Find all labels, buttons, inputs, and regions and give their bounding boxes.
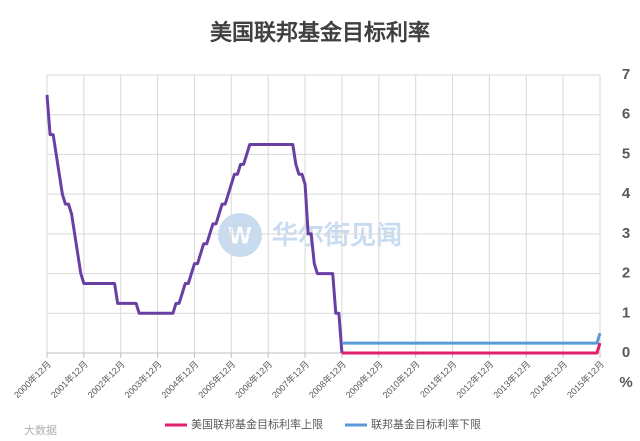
y-axis-unit: % bbox=[619, 374, 632, 391]
y-tick-label: 1 bbox=[622, 304, 630, 321]
watermark-logo bbox=[218, 213, 262, 257]
watermark-logo-letter: W bbox=[229, 222, 252, 249]
y-tick-label: 0 bbox=[622, 344, 630, 361]
y-tick-label: 4 bbox=[622, 185, 631, 202]
y-tick-label: 7 bbox=[622, 66, 630, 83]
legend-label: 联邦基金目标利率下限 bbox=[371, 417, 481, 431]
y-tick-label: 6 bbox=[622, 106, 630, 123]
series-line bbox=[45, 94, 344, 354]
series-line bbox=[341, 332, 602, 345]
legend-label: 美国联邦基金目标利率上限 bbox=[191, 417, 323, 431]
watermark: 华尔街见闻 bbox=[272, 220, 402, 250]
y-tick-label: 3 bbox=[622, 225, 630, 242]
chart-title: 美国联邦基金目标利率 bbox=[210, 20, 430, 45]
y-tick-label: 5 bbox=[622, 145, 630, 162]
y-tick-label: 2 bbox=[622, 265, 630, 282]
watermark: 大数据 bbox=[24, 423, 57, 437]
series-line bbox=[341, 342, 602, 355]
